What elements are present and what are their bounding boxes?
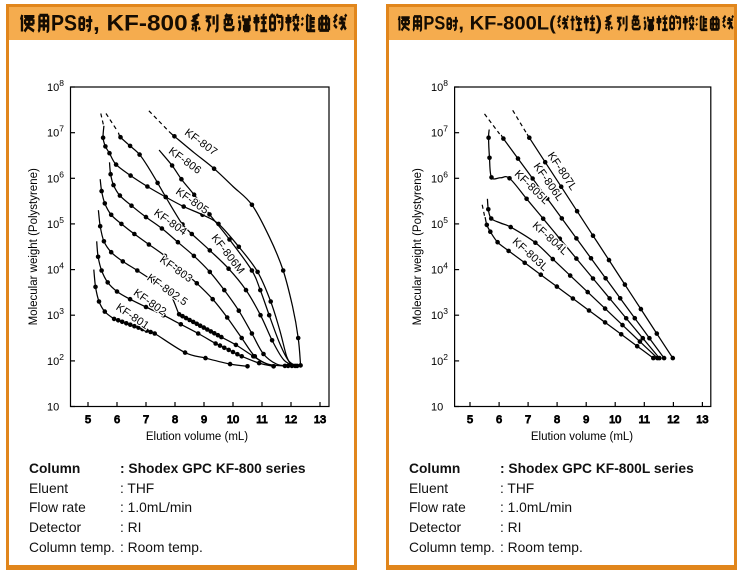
svg-text:7: 7 bbox=[525, 414, 531, 426]
svg-text:12: 12 bbox=[285, 414, 297, 426]
svg-text:10: 10 bbox=[431, 402, 443, 414]
svg-text:12: 12 bbox=[667, 414, 679, 426]
svg-text:9: 9 bbox=[583, 414, 589, 426]
svg-text:6: 6 bbox=[496, 414, 502, 426]
svg-text:5: 5 bbox=[467, 414, 473, 426]
svg-text:Elution volume (mL): Elution volume (mL) bbox=[146, 431, 248, 443]
svg-text:13: 13 bbox=[314, 414, 326, 426]
svg-text:PS: PS bbox=[423, 12, 445, 33]
svg-text:11: 11 bbox=[256, 414, 267, 426]
svg-text:6: 6 bbox=[114, 414, 120, 426]
svg-text:13: 13 bbox=[696, 414, 708, 426]
svg-text:7: 7 bbox=[143, 414, 149, 426]
svg-text:10: 10 bbox=[47, 402, 59, 414]
svg-text:9: 9 bbox=[201, 414, 207, 426]
svg-text:8: 8 bbox=[554, 414, 560, 426]
svg-text:, KF-800: , KF-800 bbox=[93, 11, 188, 35]
svg-text:10: 10 bbox=[227, 414, 239, 426]
svg-text:5: 5 bbox=[85, 414, 91, 426]
svg-text:PS: PS bbox=[51, 11, 77, 35]
svg-text:10: 10 bbox=[609, 414, 621, 426]
svg-text:Molecular weight (Polystyrene): Molecular weight (Polystyrene) bbox=[28, 168, 40, 325]
svg-text:): ) bbox=[595, 12, 602, 33]
svg-text:Molecular weight (Polystyrene): Molecular weight (Polystyrene) bbox=[412, 168, 424, 325]
svg-text:8: 8 bbox=[172, 414, 178, 426]
svg-text:11: 11 bbox=[639, 414, 650, 426]
svg-text:, KF-800L(: , KF-800L( bbox=[458, 12, 556, 33]
svg-text:Elution volume (mL): Elution volume (mL) bbox=[531, 431, 633, 443]
